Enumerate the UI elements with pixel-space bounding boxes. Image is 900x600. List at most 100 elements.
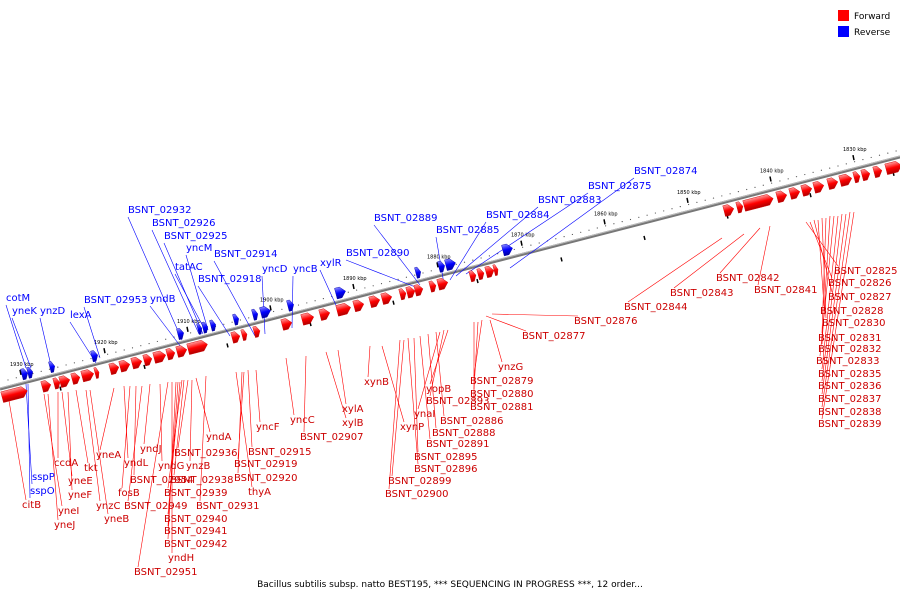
forward-gene-label[interactable]: BSNT_02939 [164,488,227,499]
forward-gene[interactable] [40,379,52,393]
forward-gene[interactable] [280,317,293,331]
forward-gene[interactable] [380,291,393,305]
forward-gene[interactable] [230,331,241,344]
reverse-gene[interactable] [232,313,241,326]
forward-gene-label[interactable]: yneI [58,506,79,517]
reverse-gene-label[interactable]: BSNT_02884 [486,210,549,221]
forward-gene-label[interactable]: BSNT_02843 [670,288,733,299]
forward-gene-label[interactable]: BSNT_02893 [426,396,489,407]
reverse-gene-label[interactable]: BSNT_02918 [198,274,261,285]
reverse-gene-label[interactable]: yncD [262,264,288,275]
reverse-gene-label[interactable]: yneK [12,306,37,317]
forward-gene-label[interactable]: xylA [342,404,364,415]
forward-gene-label[interactable]: BSNT_02920 [234,473,297,484]
forward-gene-label[interactable]: BSNT_02841 [754,285,817,296]
forward-gene-label[interactable]: yneB [104,514,129,525]
reverse-gene-label[interactable]: cotM [6,293,30,304]
forward-gene-label[interactable]: citB [22,500,41,511]
forward-gene-label[interactable]: BSNT_02886 [440,416,503,427]
forward-gene[interactable] [80,368,95,383]
forward-gene-label[interactable]: BSNT_02895 [414,452,477,463]
reverse-gene[interactable] [444,257,457,271]
forward-gene-label[interactable]: BSNT_02876 [574,316,637,327]
forward-gene[interactable] [108,362,120,375]
reverse-gene[interactable] [209,319,218,332]
reverse-gene-label[interactable]: BSNT_02874 [634,166,697,177]
reverse-gene[interactable] [501,243,514,257]
forward-gene-label[interactable]: BSNT_02830 [822,318,885,329]
forward-gene[interactable] [405,286,416,299]
forward-gene[interactable] [484,265,495,279]
reverse-gene[interactable] [48,361,57,373]
forward-gene-label[interactable]: BSNT_02881 [470,402,533,413]
reverse-gene-label[interactable]: BSNT_02953 [84,295,147,306]
forward-gene-label[interactable]: xynP [400,422,424,433]
reverse-gene-label[interactable]: BSNT_02889 [374,213,437,224]
forward-gene-label[interactable]: yndA [206,432,232,443]
forward-gene-label[interactable]: tkt [84,463,98,474]
forward-gene-label[interactable]: BSNT_02919 [234,459,297,470]
reverse-gene[interactable] [334,286,347,300]
forward-gene-label[interactable]: BSNT_02833 [816,356,879,367]
forward-gene[interactable] [335,302,352,317]
forward-gene[interactable] [58,374,71,388]
forward-gene-label[interactable]: BSNT_02836 [818,381,881,392]
gene-arrows[interactable] [0,160,900,403]
reverse-gene-label[interactable]: sspP [32,472,55,483]
forward-gene-label[interactable]: BSNT_02938 [170,475,233,486]
forward-gene[interactable] [742,193,775,212]
forward-gene-label[interactable]: BSNT_02880 [470,389,533,400]
forward-gene-label[interactable]: BSNT_02877 [522,331,585,342]
reverse-gene-label[interactable]: tatAC [175,262,203,273]
reverse-gene[interactable] [414,266,423,279]
forward-gene[interactable] [70,372,81,385]
forward-gene-label[interactable]: xylB [342,418,364,429]
forward-gene[interactable] [398,288,408,301]
forward-gene-label[interactable]: ynzB [186,461,211,472]
reverse-gene[interactable] [286,299,296,312]
forward-gene[interactable] [788,186,801,200]
forward-gene-label[interactable]: BSNT_02828 [820,306,883,317]
forward-gene-label[interactable]: BSNT_02831 [818,333,881,344]
reverse-gene[interactable] [437,260,447,273]
reverse-gene-label[interactable]: BSNT_02932 [128,205,191,216]
forward-gene-label[interactable]: yndG [158,461,184,472]
forward-gene-label[interactable]: yndH [168,553,194,564]
forward-gene-label[interactable]: BSNT_02888 [432,428,495,439]
forward-gene-label[interactable]: BSNT_02940 [164,514,227,525]
forward-gene-label[interactable]: BSNT_02838 [818,407,881,418]
forward-gene[interactable] [93,367,101,379]
forward-gene[interactable] [413,283,424,297]
forward-gene-label[interactable]: thyA [248,487,271,498]
forward-gene-label[interactable]: BSNT_02825 [834,266,897,277]
forward-gene-label[interactable]: ccdA [54,458,78,469]
forward-gene-label[interactable]: fosB [118,488,140,499]
forward-gene[interactable] [476,268,486,281]
forward-gene[interactable] [52,377,62,390]
forward-gene[interactable] [722,203,735,217]
reverse-gene[interactable] [259,305,272,319]
forward-gene[interactable] [142,353,153,367]
forward-gene-label[interactable]: BSNT_02936 [174,448,237,459]
forward-gene-label[interactable]: ynzC [96,501,121,512]
reverse-gene-label[interactable]: BSNT_02875 [588,181,651,192]
reverse-gene-label[interactable]: xylR [320,258,342,269]
forward-gene[interactable] [775,190,788,204]
forward-gene-label[interactable]: BSNT_02915 [248,447,311,458]
forward-gene-label[interactable]: yopB [426,384,451,395]
forward-gene[interactable] [872,165,883,179]
forward-gene-label[interactable]: BSNT_02844 [624,302,687,313]
forward-gene-label[interactable]: BSNT_02931 [196,501,259,512]
forward-gene[interactable] [118,359,131,373]
forward-gene-label[interactable]: BSNT_02954 [130,475,193,486]
forward-gene-label[interactable]: BSNT_02896 [414,464,477,475]
forward-gene-label[interactable]: ynaI [414,409,435,420]
forward-gene-label[interactable]: yneA [96,450,121,461]
forward-gene[interactable] [130,356,143,370]
forward-gene-label[interactable]: BSNT_02900 [385,489,448,500]
reverse-gene[interactable] [196,323,204,335]
forward-gene-label[interactable]: ynzG [498,362,523,373]
forward-gene-label[interactable]: BSNT_02835 [818,369,881,380]
forward-gene[interactable] [826,176,839,190]
forward-gene-label[interactable]: yndL [124,458,149,469]
